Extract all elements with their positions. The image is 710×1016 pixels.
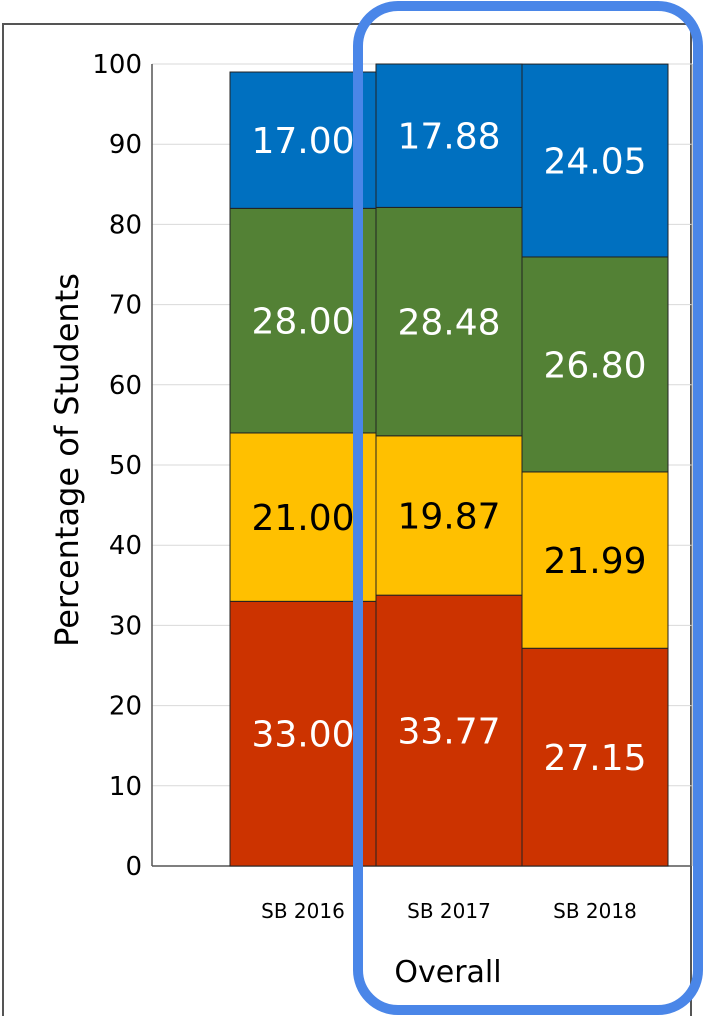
bar-segment <box>375 435 523 596</box>
data-label: 28.00 <box>251 302 354 343</box>
y-tick-label: 90 <box>109 130 142 160</box>
data-label: 19.87 <box>397 496 500 537</box>
data-label: 24.05 <box>543 142 646 183</box>
x-tick-label: SB 2018 <box>553 899 637 923</box>
x-axis-label: Overall <box>394 955 501 990</box>
y-tick-label: 10 <box>109 772 142 802</box>
data-label: 26.80 <box>543 345 646 386</box>
data-label: 28.48 <box>397 303 500 344</box>
y-tick-label: 60 <box>109 371 142 401</box>
bar-segment <box>521 256 669 473</box>
y-tick-label: 30 <box>109 611 142 641</box>
x-tick-label: SB 2017 <box>407 899 491 923</box>
bar-segment <box>229 71 377 209</box>
data-label: 17.00 <box>251 121 354 162</box>
bar-segment <box>521 471 669 649</box>
x-tick-label: SB 2016 <box>261 899 345 923</box>
bar-segment <box>229 600 377 867</box>
data-label: 33.00 <box>251 715 354 756</box>
bar-segment <box>375 594 523 867</box>
data-label: 21.99 <box>543 541 646 582</box>
bar-segment <box>375 63 523 208</box>
data-label: 17.88 <box>397 117 500 158</box>
y-tick-label: 0 <box>125 852 142 882</box>
y-tick-label: 20 <box>109 692 142 722</box>
y-tick-label: 40 <box>109 531 142 561</box>
y-tick-label: 80 <box>109 210 142 240</box>
bar-segment <box>229 207 377 434</box>
data-label: 33.77 <box>397 712 500 753</box>
y-tick-label: 50 <box>109 451 142 481</box>
plot-area: 0 10 20 30 40 50 60 70 80 90 100 33.00 21.00 28.00 17.… <box>92 50 693 923</box>
bar-segment <box>521 647 669 867</box>
highlight-box <box>353 1 703 1015</box>
bar-segment <box>521 63 669 258</box>
y-tick-label: 100 <box>92 50 142 80</box>
data-label: 21.00 <box>251 498 354 539</box>
y-tick-label: 70 <box>109 291 142 321</box>
chart-border <box>2 23 692 1016</box>
y-axis-label: Percentage of Students <box>48 273 86 647</box>
data-label: 27.15 <box>543 738 646 779</box>
